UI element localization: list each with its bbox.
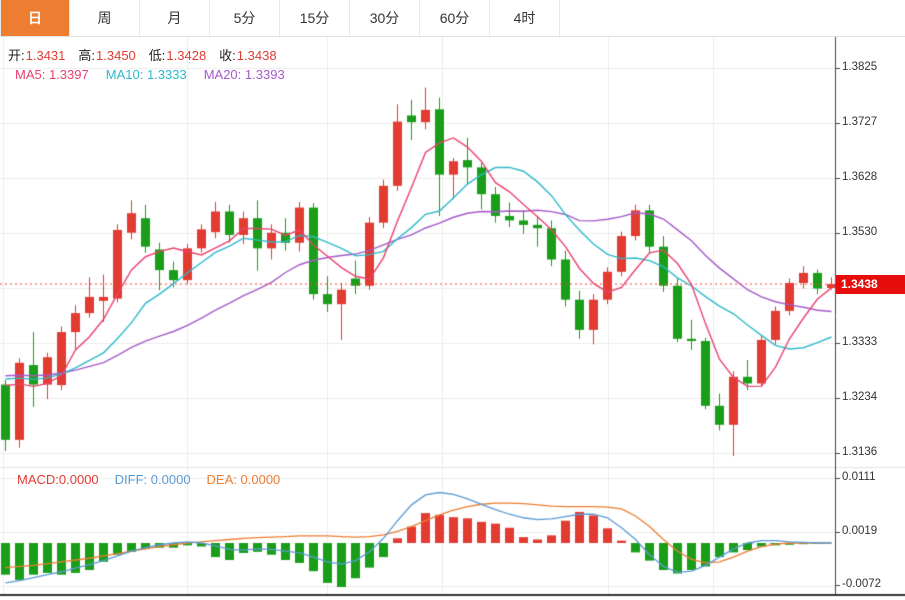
price-axis-label: 1.3825 xyxy=(842,61,878,73)
ma10-readout: MA10: 1.3333 xyxy=(105,67,187,82)
ma5-readout: MA5: 1.3397 xyxy=(15,67,89,82)
close-readout: 收:1.3438 xyxy=(219,48,277,63)
price-axis-label: 1.3136 xyxy=(842,445,878,458)
price-axis-label: 1.3628 xyxy=(842,170,878,183)
price-axis-label: 1.3234 xyxy=(842,390,878,403)
diff-readout: DIFF: 0.0000 xyxy=(114,472,191,487)
ma-legend: MA5: 1.3397 MA10: 1.3333 MA20: 1.3393 xyxy=(15,67,302,82)
high-readout: 高:1.3450 xyxy=(78,48,136,63)
ma20-readout: MA20: 1.3393 xyxy=(203,67,285,82)
macd-axis-label: -0.0072 xyxy=(842,578,882,591)
price-axis-label: 1.3727 xyxy=(842,115,878,128)
low-readout: 低:1.3428 xyxy=(148,48,207,63)
open-readout: 开:1.3431 xyxy=(8,48,66,63)
ohlc-legend: 开:1.3431 高:1.3450 低:1.3428 收:1.3438 xyxy=(8,45,290,64)
macd-readout: MACD:0.0000 xyxy=(17,472,99,487)
price-axis-label: 1.3333 xyxy=(842,335,878,348)
current-price-badge: 1.3438 xyxy=(836,274,905,294)
macd-axis-label: 0.0019 xyxy=(842,524,878,537)
macd-axis-label: 0.0111 xyxy=(842,470,876,483)
dea-readout: DEA: 0.0000 xyxy=(206,472,281,487)
macd-legend: MACD:0.0000 DIFF: 0.0000 DEA: 0.0000 xyxy=(17,472,296,487)
price-axis-label: 1.3530 xyxy=(842,225,878,238)
